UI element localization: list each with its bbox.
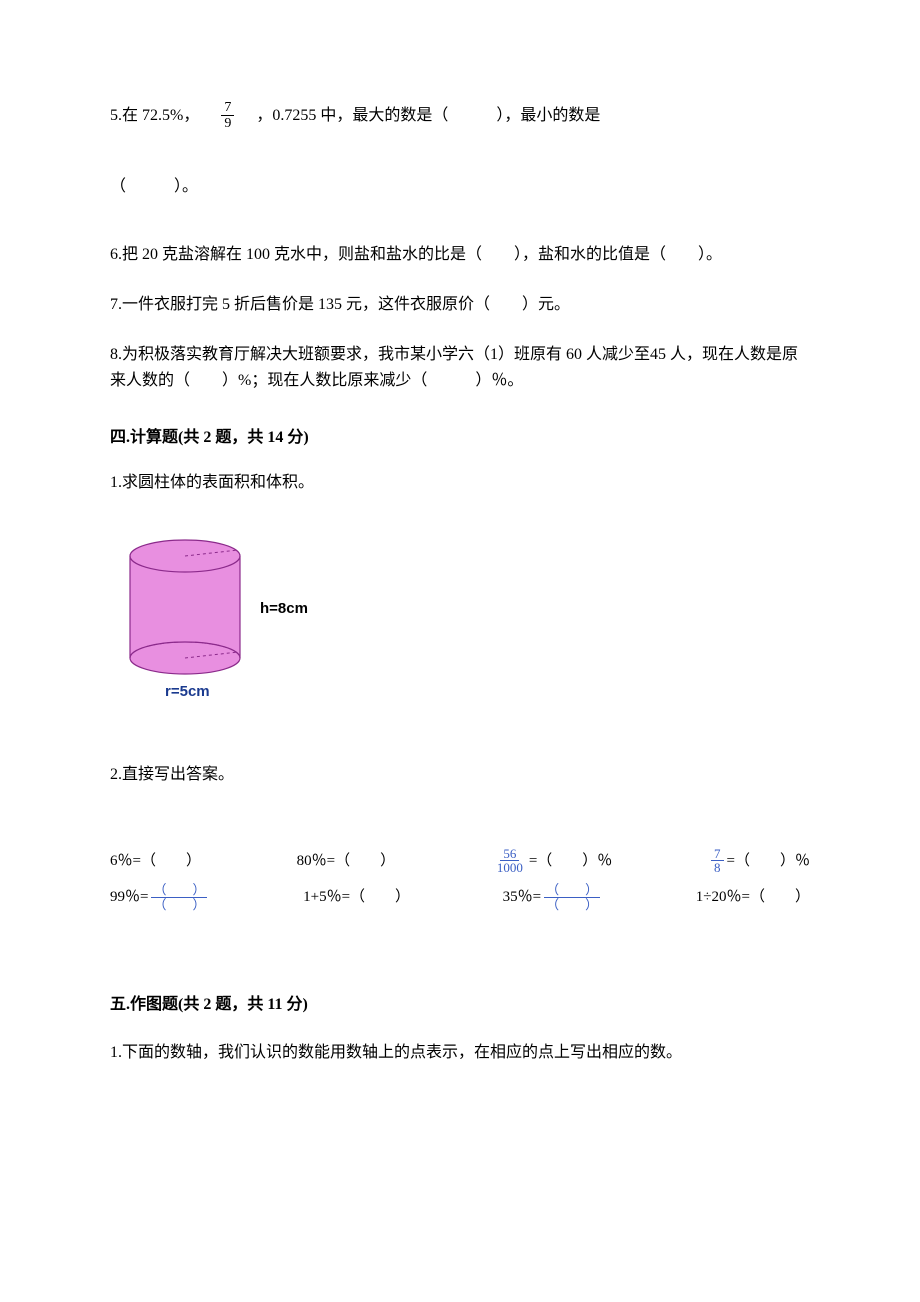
r2c3-num: （ ）	[544, 883, 600, 898]
section5-title: 五.作图题(共 2 题，共 11 分)	[110, 990, 810, 1020]
section4-title: 四.计算题(共 2 题，共 14 分)	[110, 423, 810, 453]
cyl-h-label: h=8cm	[260, 600, 308, 617]
r1c4-num: 7	[711, 847, 724, 862]
s4-q2: 2.直接写出答案。	[110, 760, 810, 790]
r1c2: 80％=（ ）	[297, 847, 395, 876]
cylinder-figure: h=8cm r=5cm	[110, 538, 810, 708]
s4-q1: 1.求圆柱体的表面积和体积。	[110, 468, 810, 498]
q8: 8.为积极落实教育厅解决大班额要求，我市某小学六（1）班原有 60 人减少至45…	[110, 342, 810, 393]
r2c4: 1÷20％=（ ）	[696, 883, 810, 912]
r2c3-frac: （ ） （ ）	[544, 883, 600, 911]
q5-frac-num: 7	[221, 100, 234, 116]
s5-q1: 1.下面的数轴，我们认识的数能用数轴上的点表示，在相应的点上写出相应的数。	[110, 1034, 810, 1072]
r1c3: 56 1000 =（ ）％	[491, 847, 612, 876]
r2c1-den: （ ）	[151, 898, 207, 912]
r2c2: 1+5％=（ ）	[303, 883, 410, 912]
r2c3-den: （ ）	[544, 898, 600, 912]
calc-row-1: 6％=（ ） 80％=（ ） 56 1000 =（ ）％ 7 8 =（ ）％	[110, 847, 810, 876]
r1c4: 7 8 =（ ）％	[708, 847, 810, 876]
r2c1: 99％= （ ） （ ）	[110, 883, 210, 912]
q6: 6.把 20 克盐溶解在 100 克水中，则盐和盐水的比是（ ），盐和水的比值是…	[110, 242, 810, 268]
q5-text-a: 在 72.5%，	[122, 101, 199, 131]
gap	[110, 799, 810, 839]
q5-line2: （ ）。	[110, 172, 810, 202]
q5-line1: 5. 在 72.5%， 7 9 ，0.7255 中，最大的数是（ ），最小的数是	[110, 100, 810, 132]
cyl-r-label: r=5cm	[165, 683, 210, 700]
r2c3: 35％= （ ） （ ）	[503, 883, 603, 912]
gap	[110, 920, 810, 960]
gap	[110, 132, 810, 172]
calc-row-2: 99％= （ ） （ ） 1+5％=（ ） 35％= （ ） （ ） 1÷20％…	[110, 883, 810, 912]
q5-text-b: ，0.7255 中，最大的数是（ ），最小的数是	[256, 101, 600, 131]
q5-prefix: 5.	[110, 101, 122, 131]
gap	[110, 268, 810, 290]
gap	[110, 202, 810, 242]
q7: 7.一件衣服打完 5 折后售价是 135 元，这件衣服原价（ ）元。	[110, 290, 810, 320]
r1c3-frac: 56 1000	[494, 847, 526, 875]
r1c3-den: 1000	[494, 861, 526, 875]
r2c1-num: （ ）	[151, 883, 207, 898]
r1c3-after: =（ ）％	[529, 847, 612, 876]
gap	[110, 320, 810, 342]
r2c3-a: 35％=	[503, 883, 541, 912]
gap	[110, 738, 810, 760]
r1c4-frac: 7 8	[711, 847, 724, 875]
cylinder-svg: h=8cm r=5cm	[110, 538, 350, 708]
r2c1-a: 99％=	[110, 883, 148, 912]
r1c3-num: 56	[500, 847, 519, 862]
r1c4-after: =（ ）％	[727, 847, 810, 876]
q5-fraction: 7 9	[221, 100, 234, 132]
r2c1-frac: （ ） （ ）	[151, 883, 207, 911]
r1c1: 6％=（ ）	[110, 847, 201, 876]
q5-frac-den: 9	[221, 116, 234, 131]
r1c4-den: 8	[711, 861, 724, 875]
